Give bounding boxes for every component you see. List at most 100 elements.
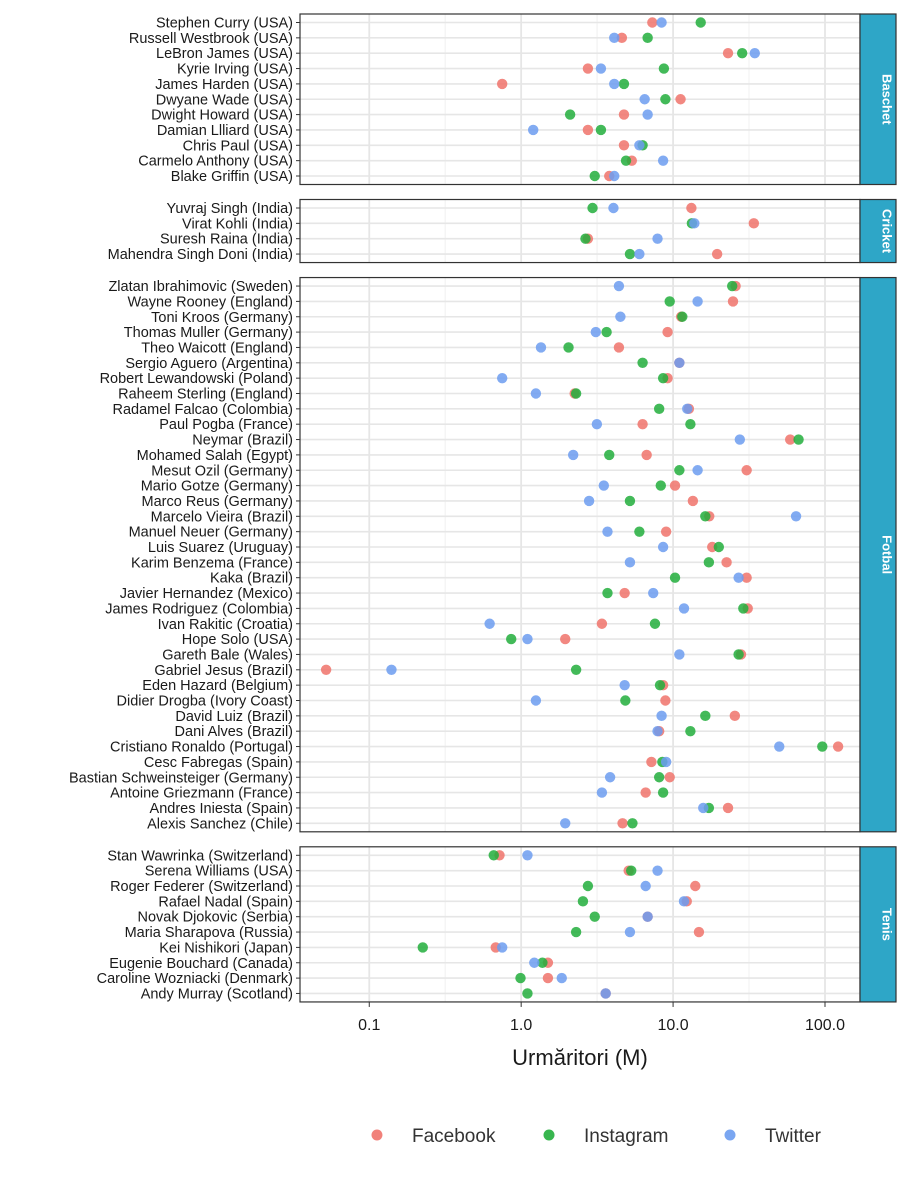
y-tick-label: Antoine Griezmann (France) bbox=[110, 786, 293, 802]
y-tick-label: Serena Williams (USA) bbox=[145, 864, 293, 880]
point-facebook bbox=[320, 664, 332, 675]
y-tick-label: Maria Sharapova (Russia) bbox=[125, 925, 293, 941]
y-tick-label: Neymar (Brazil) bbox=[192, 433, 293, 449]
point-facebook bbox=[542, 972, 554, 984]
point-instagram bbox=[657, 787, 669, 798]
point-twitter bbox=[689, 218, 700, 229]
point-twitter bbox=[682, 403, 693, 415]
y-tick-label: Rafael Nadal (Spain) bbox=[158, 894, 293, 910]
point-facebook bbox=[741, 465, 752, 476]
y-tick-label: Thomas Muller (Germany) bbox=[124, 325, 293, 341]
point-instagram bbox=[537, 957, 548, 968]
facet-strip bbox=[859, 13, 897, 186]
point-twitter bbox=[609, 32, 620, 44]
y-tick-label: Bastian Schweinsteiger (Germany) bbox=[69, 770, 293, 786]
legend-label: Facebook bbox=[412, 1126, 496, 1147]
point-twitter bbox=[652, 726, 663, 737]
y-tick-label: Theo Waicott (England) bbox=[141, 340, 293, 356]
y-tick-label: Kei Nishikori (Japan) bbox=[159, 940, 293, 956]
point-instagram bbox=[695, 17, 706, 28]
y-tick-label: Virat Kohli (India) bbox=[182, 216, 293, 232]
point-twitter bbox=[591, 419, 603, 430]
point-instagram bbox=[506, 633, 517, 645]
facet-strip-label: Tenis bbox=[880, 908, 895, 941]
y-tick-label: Mario Gotze (Germany) bbox=[141, 479, 293, 495]
point-twitter bbox=[733, 572, 744, 583]
point-twitter bbox=[522, 633, 533, 645]
point-twitter bbox=[656, 17, 667, 28]
y-tick-label: Andy Murray (Scotland) bbox=[141, 986, 293, 1002]
y-tick-label: Eugenie Bouchard (Canada) bbox=[109, 956, 293, 972]
point-instagram bbox=[700, 511, 711, 522]
y-tick-label: Javier Hernandez (Mexico) bbox=[120, 586, 293, 602]
point-twitter bbox=[749, 48, 760, 59]
point-twitter bbox=[602, 526, 613, 537]
panel-background bbox=[300, 277, 860, 832]
point-twitter bbox=[656, 710, 667, 722]
y-tick-label: Sergio Aguero (Argentina) bbox=[125, 356, 293, 372]
point-facebook bbox=[637, 419, 648, 430]
y-tick-label: Chris Paul (USA) bbox=[183, 138, 293, 154]
point-instagram bbox=[620, 155, 632, 166]
y-tick-label: Blake Griffin (USA) bbox=[171, 169, 293, 185]
point-instagram bbox=[417, 942, 428, 953]
point-facebook bbox=[721, 557, 732, 568]
y-tick-label: Raheem Sterling (England) bbox=[118, 387, 293, 403]
point-facebook bbox=[560, 633, 571, 645]
point-twitter bbox=[609, 170, 620, 182]
point-twitter bbox=[634, 140, 645, 151]
y-tick-label: Mesut Ozil (Germany) bbox=[151, 463, 293, 479]
y-tick-label: Gabriel Jesus (Brazil) bbox=[154, 663, 293, 679]
y-tick-label: Dwyane Wade (USA) bbox=[156, 92, 293, 108]
point-instagram bbox=[570, 926, 582, 938]
point-twitter bbox=[692, 296, 703, 307]
facet-panel-baschet: Stephen Curry (USA)Russell Westbrook (US… bbox=[129, 13, 897, 186]
point-facebook bbox=[496, 78, 508, 90]
y-tick-label: Dani Alves (Brazil) bbox=[175, 724, 293, 740]
y-tick-label: Ivan Rakitic (Croatia) bbox=[158, 617, 293, 633]
point-instagram bbox=[522, 988, 533, 999]
point-facebook bbox=[693, 926, 705, 938]
point-twitter bbox=[386, 664, 397, 675]
point-facebook bbox=[722, 802, 734, 814]
point-facebook bbox=[748, 218, 760, 229]
point-twitter bbox=[640, 880, 651, 892]
point-facebook bbox=[660, 695, 671, 706]
point-facebook bbox=[687, 495, 699, 507]
point-twitter bbox=[790, 511, 802, 522]
point-instagram bbox=[618, 78, 630, 90]
legend-item-facebook: Facebook bbox=[371, 1126, 496, 1147]
y-tick-label: Stephen Curry (USA) bbox=[156, 16, 293, 32]
point-facebook bbox=[618, 109, 630, 120]
point-instagram bbox=[654, 679, 666, 691]
point-facebook bbox=[727, 296, 739, 307]
x-tick-label: 0.1 bbox=[358, 1017, 380, 1034]
legend: Facebook Instagram Twitter bbox=[371, 1126, 822, 1147]
y-tick-label: Luis Suarez (Uruguay) bbox=[148, 540, 293, 556]
y-tick-label: Manuel Neuer (Germany) bbox=[129, 525, 293, 541]
point-twitter bbox=[657, 155, 669, 166]
point-facebook bbox=[646, 756, 657, 768]
point-twitter bbox=[583, 495, 595, 507]
point-twitter bbox=[674, 649, 685, 660]
point-twitter bbox=[608, 202, 619, 214]
point-instagram bbox=[604, 449, 615, 461]
point-twitter bbox=[530, 388, 542, 399]
point-facebook bbox=[832, 741, 844, 752]
point-instagram bbox=[727, 280, 738, 292]
point-twitter bbox=[774, 741, 785, 752]
x-tick-label: 1.0 bbox=[510, 1017, 532, 1034]
y-tick-label: Kaka (Brazil) bbox=[210, 571, 293, 587]
point-facebook bbox=[647, 17, 658, 28]
y-tick-label: Dwight Howard (USA) bbox=[151, 108, 293, 124]
point-instagram bbox=[488, 850, 499, 861]
y-tick-label: Alexis Sanchez (Chile) bbox=[147, 816, 293, 832]
facet-strip bbox=[859, 846, 897, 1003]
point-facebook bbox=[582, 63, 594, 74]
y-tick-label: Mahendra Singh Doni (India) bbox=[108, 247, 293, 263]
y-tick-label: Toni Kroos (Germany) bbox=[151, 310, 293, 326]
point-twitter bbox=[522, 850, 533, 861]
y-tick-label: Cesc Fabregas (Spain) bbox=[144, 755, 293, 771]
point-twitter bbox=[496, 372, 508, 384]
point-instagram bbox=[580, 233, 591, 244]
